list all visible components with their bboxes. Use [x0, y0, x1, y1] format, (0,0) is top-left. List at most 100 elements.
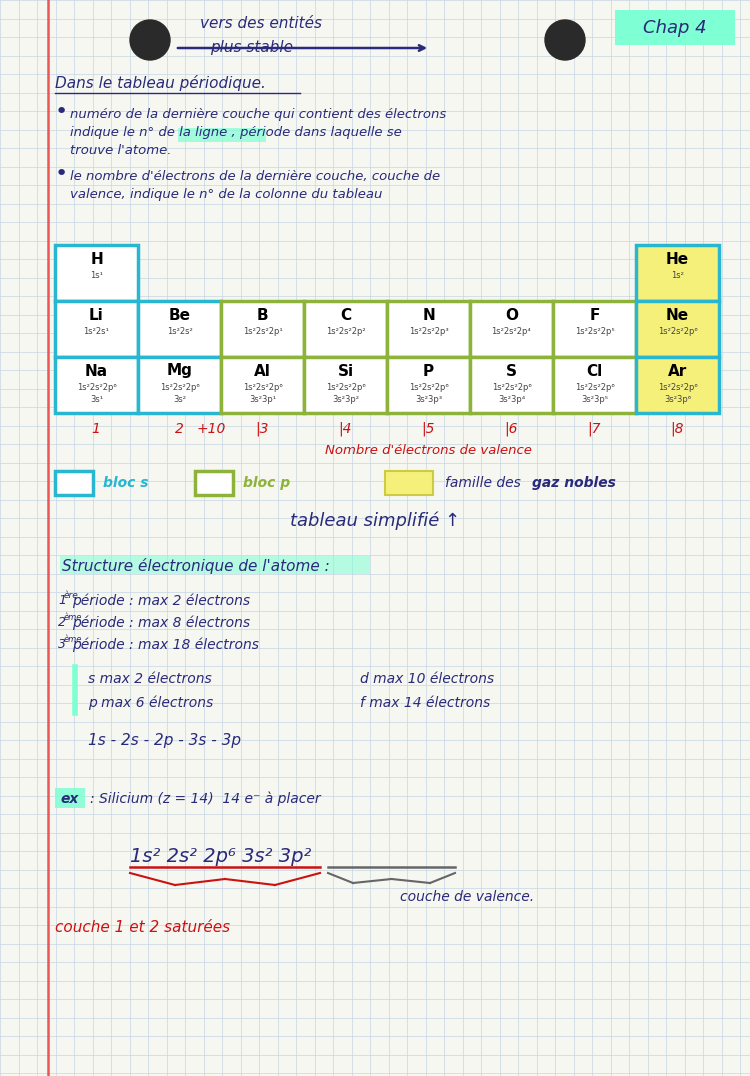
- Text: 1s²2s²2p⁶: 1s²2s²2p⁶: [326, 382, 365, 392]
- Text: 1s²: 1s²: [671, 270, 684, 280]
- Bar: [636, 301, 719, 357]
- Text: p max 6 électrons: p max 6 électrons: [88, 696, 213, 710]
- Text: numéro de la dernière couche qui contient des électrons: numéro de la dernière couche qui contien…: [70, 108, 446, 121]
- Text: |6: |6: [504, 422, 518, 436]
- Text: |4: |4: [338, 422, 352, 436]
- Bar: [138, 301, 221, 357]
- Text: He: He: [666, 252, 689, 267]
- Text: gaz nobles: gaz nobles: [532, 476, 616, 490]
- Text: ère: ère: [64, 592, 79, 600]
- Text: B: B: [256, 308, 268, 323]
- Text: 3s²: 3s²: [173, 396, 186, 405]
- Text: 2: 2: [175, 422, 184, 436]
- Text: +10: +10: [196, 422, 226, 436]
- Bar: [55, 471, 93, 495]
- Text: Ne: Ne: [666, 308, 689, 323]
- Text: ème: ème: [64, 636, 82, 645]
- Text: H: H: [90, 252, 103, 267]
- Text: : Silicium (z = 14)  14 e⁻ à placer: : Silicium (z = 14) 14 e⁻ à placer: [90, 792, 321, 806]
- Bar: [304, 357, 387, 413]
- Bar: [387, 301, 470, 357]
- Bar: [553, 357, 636, 413]
- Text: C: C: [340, 308, 351, 323]
- Text: Ar: Ar: [668, 364, 687, 379]
- Text: 1s²2s²2p⁶: 1s²2s²2p⁶: [409, 382, 448, 392]
- Text: Be: Be: [169, 308, 190, 323]
- Text: P: P: [423, 364, 434, 379]
- Text: tableau simplifié ↑: tableau simplifié ↑: [290, 512, 460, 530]
- Text: 3s²3p⁵: 3s²3p⁵: [581, 396, 608, 405]
- Text: vers des entités: vers des entités: [200, 16, 322, 31]
- Circle shape: [130, 20, 170, 60]
- Text: 3s²3p⁴: 3s²3p⁴: [498, 396, 525, 405]
- Text: 1s¹: 1s¹: [90, 270, 103, 280]
- Text: période : max 18 électrons: période : max 18 électrons: [72, 638, 259, 652]
- Text: 1s²2s²2p⁶: 1s²2s²2p⁶: [160, 382, 200, 392]
- Text: 3s²3p³: 3s²3p³: [415, 396, 442, 405]
- Text: 1: 1: [58, 595, 66, 608]
- Text: Si: Si: [338, 364, 353, 379]
- Bar: [615, 10, 735, 45]
- Text: ex: ex: [61, 792, 80, 806]
- Circle shape: [545, 20, 585, 60]
- Bar: [470, 301, 553, 357]
- Text: 3s²3p⁶: 3s²3p⁶: [664, 396, 691, 405]
- Text: 1s²2s¹: 1s²2s¹: [83, 326, 110, 336]
- Text: •: •: [55, 102, 68, 122]
- Text: 1s²2s²2p³: 1s²2s²2p³: [409, 326, 448, 336]
- Bar: [55, 788, 85, 808]
- Text: période : max 2 électrons: période : max 2 électrons: [72, 594, 250, 608]
- Text: f max 14 électrons: f max 14 électrons: [360, 696, 490, 710]
- Bar: [385, 471, 433, 495]
- Text: Structure électronique de l'atome :: Structure électronique de l'atome :: [62, 558, 330, 574]
- Text: 1s² 2s² 2p⁶ 3s² 3p²: 1s² 2s² 2p⁶ 3s² 3p²: [130, 848, 311, 866]
- Bar: [636, 245, 719, 301]
- Text: Al: Al: [254, 364, 271, 379]
- Text: plus stable: plus stable: [210, 40, 293, 55]
- Text: indique le n° de la ligne , période dans laquelle se: indique le n° de la ligne , période dans…: [70, 126, 402, 139]
- Text: couche de valence.: couche de valence.: [400, 890, 534, 904]
- Text: S: S: [506, 364, 517, 379]
- Text: trouve l'atome.: trouve l'atome.: [70, 144, 172, 157]
- Text: couche 1 et 2 saturées: couche 1 et 2 saturées: [55, 920, 230, 934]
- Text: 1: 1: [92, 422, 100, 436]
- Bar: [221, 357, 304, 413]
- Text: bloc s: bloc s: [103, 476, 148, 490]
- Text: 1s - 2s - 2p - 3s - 3p: 1s - 2s - 2p - 3s - 3p: [88, 734, 241, 749]
- Bar: [470, 357, 553, 413]
- Text: le nombre d'électrons de la dernière couche, couche de: le nombre d'électrons de la dernière cou…: [70, 170, 440, 183]
- Text: 3s²3p¹: 3s²3p¹: [249, 396, 276, 405]
- Text: bloc p: bloc p: [243, 476, 290, 490]
- Bar: [138, 357, 221, 413]
- Text: |7: |7: [587, 422, 601, 436]
- Text: Cl: Cl: [586, 364, 603, 379]
- Bar: [636, 357, 719, 413]
- Text: période : max 8 électrons: période : max 8 électrons: [72, 615, 250, 631]
- Text: 1s²2s²2p⁶: 1s²2s²2p⁶: [574, 382, 614, 392]
- Text: 1s²2s²2p⁶: 1s²2s²2p⁶: [492, 382, 531, 392]
- Text: 2: 2: [58, 617, 66, 629]
- Text: O: O: [505, 308, 518, 323]
- Text: 1s²2s²2p⁵: 1s²2s²2p⁵: [574, 326, 614, 336]
- Text: ème: ème: [64, 613, 82, 623]
- Bar: [221, 301, 304, 357]
- Bar: [55, 357, 138, 413]
- Bar: [387, 357, 470, 413]
- Text: 1s²2s²2p⁶: 1s²2s²2p⁶: [76, 382, 116, 392]
- Bar: [195, 471, 233, 495]
- Text: 3s¹: 3s¹: [90, 396, 103, 405]
- Bar: [55, 301, 138, 357]
- Bar: [55, 245, 138, 301]
- Text: Chap 4: Chap 4: [644, 19, 706, 37]
- Text: 1s²2s²2p⁶: 1s²2s²2p⁶: [243, 382, 282, 392]
- Text: 1s²2s²: 1s²2s²: [166, 326, 192, 336]
- Bar: [304, 301, 387, 357]
- Text: Li: Li: [89, 308, 104, 323]
- Text: 1s²2s²2p⁴: 1s²2s²2p⁴: [491, 326, 532, 336]
- Text: s max 2 électrons: s max 2 électrons: [88, 672, 212, 686]
- Bar: [553, 301, 636, 357]
- Bar: [178, 128, 266, 142]
- Text: d max 10 électrons: d max 10 électrons: [360, 672, 494, 686]
- Text: F: F: [590, 308, 600, 323]
- Text: N: N: [422, 308, 435, 323]
